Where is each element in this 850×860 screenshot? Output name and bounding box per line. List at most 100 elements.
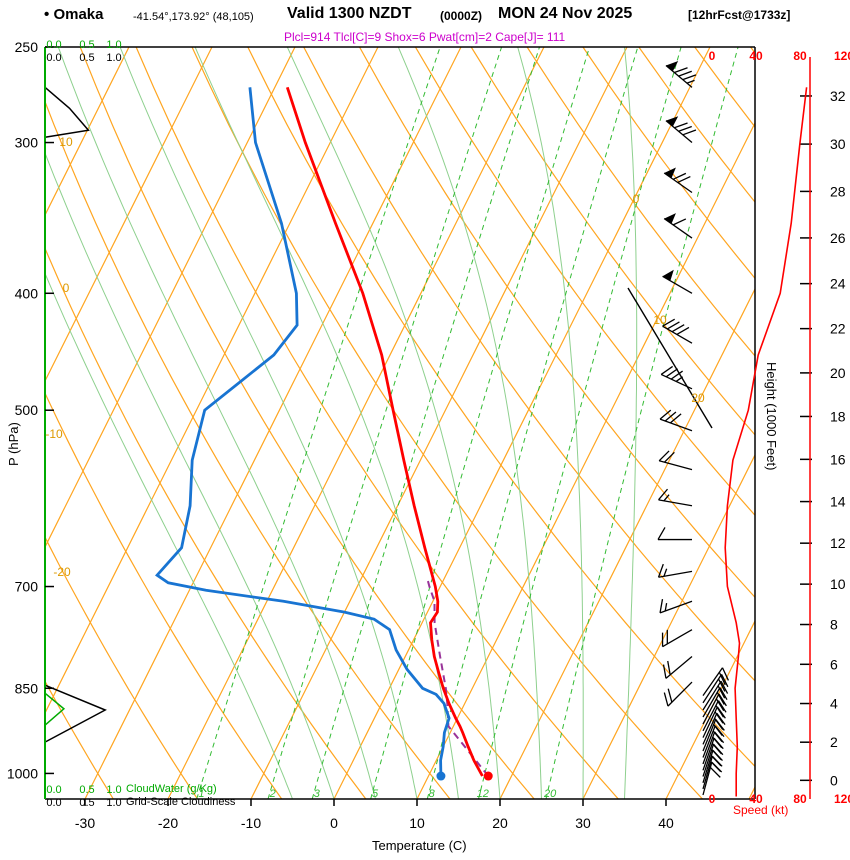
height-tick-label: 30	[830, 136, 846, 152]
temperature-tick-label: -30	[75, 815, 95, 831]
temperature-tick-label: 10	[409, 815, 425, 831]
moist-adiabat-line	[57, 47, 376, 799]
speed-tick-label-top: 80	[793, 49, 807, 63]
wind-barb-feather	[660, 365, 674, 375]
wind-barb-staff	[658, 499, 693, 507]
wind-barb	[658, 450, 693, 471]
height-tick-label: 14	[830, 494, 846, 510]
height-tick-label: 28	[830, 183, 846, 199]
mixing-ratio-label: 2	[269, 788, 276, 800]
wind-barb	[665, 61, 697, 88]
pressure-tick-label: 400	[15, 285, 39, 301]
height-tick-label: 8	[830, 617, 838, 633]
speed-tick-label-top: 40	[749, 49, 763, 63]
moist-adiabat-line	[45, 151, 335, 799]
upper-right-diagonal	[627, 287, 713, 429]
wind-barb-half-feather	[664, 603, 668, 612]
wind-barb-staff	[662, 275, 693, 294]
station-title: • Omaka	[44, 6, 103, 23]
speed-axis-title: Speed (kt)	[733, 803, 789, 817]
temperature-tick-label: 40	[658, 815, 674, 831]
dry-adiabat-line	[45, 535, 199, 799]
wind-barb-feather	[676, 326, 690, 336]
wind-barb	[659, 409, 693, 432]
mixing-ratio-label: 3	[314, 788, 321, 800]
temperature-tick-label: -20	[158, 815, 178, 831]
wind-barb	[702, 673, 729, 704]
wind-barb	[663, 213, 693, 239]
wind-barb-feather	[678, 125, 692, 132]
wind-barb-feather	[658, 488, 669, 501]
wind-barb-feather	[721, 667, 730, 681]
cloudiness-scale-tick-top: 0.5	[79, 52, 94, 64]
wind-barb-feather	[664, 451, 675, 463]
moist-adiabat-line	[517, 47, 584, 799]
wind-barb-feather	[677, 175, 691, 184]
height-tick-label: 26	[830, 230, 846, 246]
wind-barb	[702, 667, 730, 696]
temperature-tick-label: 20	[492, 815, 508, 831]
wind-barb-flag	[664, 167, 676, 179]
cloudiness-scale-tick-top: 0.0	[46, 52, 61, 64]
cloudiness-profile	[44, 684, 107, 743]
wind-barb-staff	[659, 600, 693, 614]
dry-adiabat-line	[470, 47, 755, 436]
mixing-ratio-line	[196, 47, 441, 799]
wind-barb	[665, 116, 697, 144]
dry-adiabat-line	[247, 47, 755, 768]
height-tick-label: 32	[830, 88, 846, 104]
wind-barb-feather	[713, 743, 724, 756]
moist-adiabat-line	[194, 47, 459, 799]
cloudiness-scale-title: Grid-Scale Cloudiness	[126, 796, 236, 808]
wind-barb-feather	[682, 129, 697, 136]
height-tick-label: 18	[830, 408, 846, 424]
dry-adiabat-line	[526, 47, 755, 357]
isotherm-label: 10	[59, 135, 73, 149]
station-bullet-icon: •	[44, 6, 50, 23]
isotherm-label: 0	[633, 192, 640, 206]
wind-barb-feather	[719, 687, 728, 701]
wind-barb	[662, 656, 693, 679]
dry-adiabat-line	[45, 391, 283, 799]
surface-dewpoint-dot	[436, 771, 446, 781]
station-coords: -41.54°,173.92° (48,105)	[133, 11, 254, 23]
wind-barb-half-feather	[686, 79, 695, 84]
wind-barb	[662, 318, 693, 344]
isotherm-line	[45, 47, 213, 383]
valid-time: Valid 1300 NZDT	[287, 5, 412, 22]
mixing-ratio-label: 8	[429, 788, 436, 800]
pressure-tick-label: 250	[15, 39, 39, 55]
wind-barb-half-feather	[663, 494, 670, 502]
isotherm-label: 0	[63, 281, 70, 295]
dewpoint-profile-line	[154, 87, 451, 777]
wind-barb-feather	[672, 172, 687, 180]
isotherm-line	[416, 121, 755, 799]
stability-indices: Plcl=914 Tlcl[C]=9 Shox=6 Pwat[cm]=2 Cap…	[284, 30, 566, 44]
wind-barb-feather	[666, 321, 680, 330]
wind-barb-feather	[663, 692, 669, 707]
cloudiness-scale-tick-top: 1.0	[106, 52, 121, 64]
wind-barb	[657, 563, 693, 578]
wind-barb-feather	[662, 664, 667, 679]
cloudwater-scale-tick-top: 1.0	[106, 39, 121, 51]
moist-adiabat-line	[624, 47, 638, 799]
moist-adiabat-line	[119, 47, 418, 799]
speed-tick-label-bottom: 120	[834, 792, 850, 806]
dry-adiabat-line	[45, 100, 451, 799]
cloudwater-scale-tick-bottom: 0.5	[79, 784, 94, 796]
wind-barb-staff	[665, 656, 693, 679]
dry-adiabat-line	[358, 47, 755, 599]
wind-barb-feather	[717, 678, 726, 692]
wind-barb-feather	[670, 370, 683, 380]
mixing-ratio-label: 12	[477, 788, 489, 800]
wind-barb-half-feather	[663, 568, 668, 577]
wind-barb	[663, 681, 693, 707]
wind-barb-feather	[720, 674, 729, 688]
temperature-profile-line	[285, 86, 484, 777]
mixing-ratio-line	[267, 47, 503, 799]
wind-barb-staff	[658, 570, 693, 578]
station-name: Omaka	[53, 6, 104, 23]
pressure-tick-label: 700	[15, 579, 39, 595]
